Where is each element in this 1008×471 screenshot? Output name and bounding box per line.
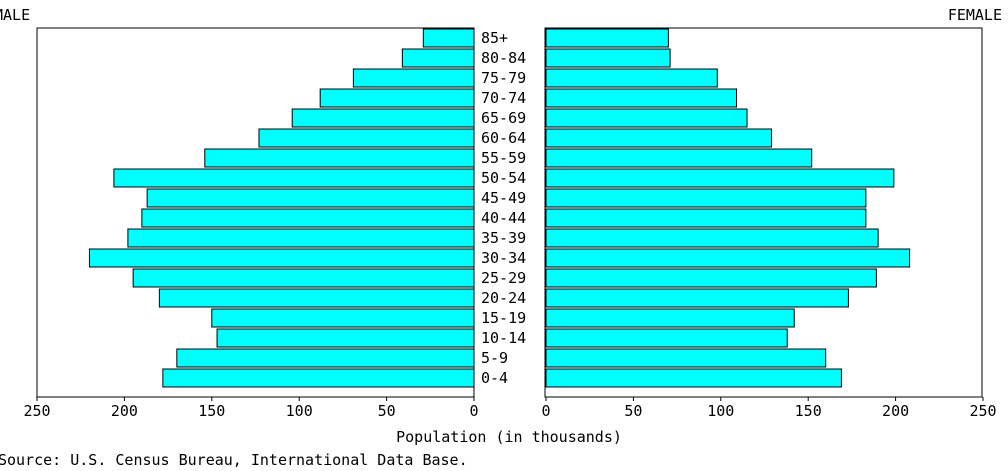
female-bar-75-79 — [545, 68, 718, 88]
male-bar-5-9 — [176, 348, 475, 368]
female-tick-label-200: 200 — [882, 402, 909, 420]
female-bar-55-59 — [545, 148, 813, 168]
female-tick-label-50: 50 — [624, 402, 642, 420]
male-tick-label-100: 100 — [286, 402, 313, 420]
female-bar-15-19 — [545, 308, 795, 328]
male-bar-35-39 — [127, 228, 475, 248]
age-label-75-79: 75-79 — [481, 69, 526, 87]
male-bar-20-24 — [158, 288, 475, 308]
male-bar-45-49 — [146, 188, 475, 208]
male-tick-label-0: 0 — [469, 402, 478, 420]
male-bar-60-64 — [258, 128, 475, 148]
male-bar-50-54 — [113, 168, 475, 188]
age-label-50-54: 50-54 — [481, 169, 526, 187]
age-label-40-44: 40-44 — [481, 209, 526, 227]
male-bar-75-79 — [352, 68, 475, 88]
x-axis-title: Population (in thousands) — [396, 428, 622, 446]
male-bar-65-69 — [291, 108, 475, 128]
female-bar-50-54 — [545, 168, 895, 188]
age-group-labels: 85+ 80-84 75-79 70-74 65-69 60-64 55-59 50-54 45… — [481, 29, 526, 387]
male-tick-label-50: 50 — [378, 402, 396, 420]
male-bar-10-14 — [216, 328, 475, 348]
age-label-55-59: 55-59 — [481, 149, 526, 167]
female-bar-35-39 — [545, 228, 879, 248]
female-bar-40-44 — [545, 208, 867, 228]
male-x-axis: 250 200 150 100 50 0 — [23, 397, 479, 420]
female-plot-frame — [544, 27, 983, 398]
male-bar-85+ — [422, 28, 475, 48]
age-label-15-19: 15-19 — [481, 309, 526, 327]
female-bar-0-4 — [545, 368, 842, 388]
male-bars — [88, 28, 475, 388]
age-label-45-49: 45-49 — [481, 189, 526, 207]
female-bar-80-84 — [545, 48, 671, 68]
female-bar-70-74 — [545, 88, 738, 108]
age-label-10-14: 10-14 — [481, 329, 526, 347]
male-bar-80-84 — [401, 48, 475, 68]
age-label-85+: 85+ — [481, 29, 508, 47]
female-tick-label-0: 0 — [541, 402, 550, 420]
age-label-65-69: 65-69 — [481, 109, 526, 127]
source-note: Source: U.S. Census Bureau, Internationa… — [0, 451, 468, 469]
female-bar-30-34 — [545, 248, 911, 268]
male-bar-40-44 — [141, 208, 475, 228]
age-label-0-4: 0-4 — [481, 369, 508, 387]
age-label-20-24: 20-24 — [481, 289, 526, 307]
male-bar-25-29 — [132, 268, 475, 288]
age-label-25-29: 25-29 — [481, 269, 526, 287]
age-label-30-34: 30-34 — [481, 249, 526, 267]
male-bar-15-19 — [211, 308, 475, 328]
male-label: MALE — [0, 6, 30, 24]
male-bar-55-59 — [204, 148, 475, 168]
female-bar-65-69 — [545, 108, 748, 128]
female-bar-25-29 — [545, 268, 877, 288]
female-tick-label-250: 250 — [969, 402, 996, 420]
female-bar-60-64 — [545, 128, 772, 148]
female-bar-20-24 — [545, 288, 849, 308]
female-bar-10-14 — [545, 328, 788, 348]
female-bar-5-9 — [545, 348, 827, 368]
male-bar-0-4 — [162, 368, 475, 388]
female-label: FEMALE — [948, 6, 1002, 24]
age-label-35-39: 35-39 — [481, 229, 526, 247]
female-bars — [545, 28, 911, 388]
male-tick-label-250: 250 — [23, 402, 50, 420]
male-bar-30-34 — [88, 248, 475, 268]
male-tick-label-200: 200 — [111, 402, 138, 420]
female-bar-85+ — [545, 28, 669, 48]
age-label-60-64: 60-64 — [481, 129, 526, 147]
female-x-axis: 0 50 100 150 200 250 — [541, 397, 997, 420]
female-tick-label-100: 100 — [707, 402, 734, 420]
female-bar-45-49 — [545, 188, 867, 208]
female-tick-label-150: 150 — [795, 402, 822, 420]
male-bar-70-74 — [319, 88, 475, 108]
age-label-70-74: 70-74 — [481, 89, 526, 107]
age-label-5-9: 5-9 — [481, 349, 508, 367]
male-tick-label-150: 150 — [198, 402, 225, 420]
age-label-80-84: 80-84 — [481, 49, 526, 67]
